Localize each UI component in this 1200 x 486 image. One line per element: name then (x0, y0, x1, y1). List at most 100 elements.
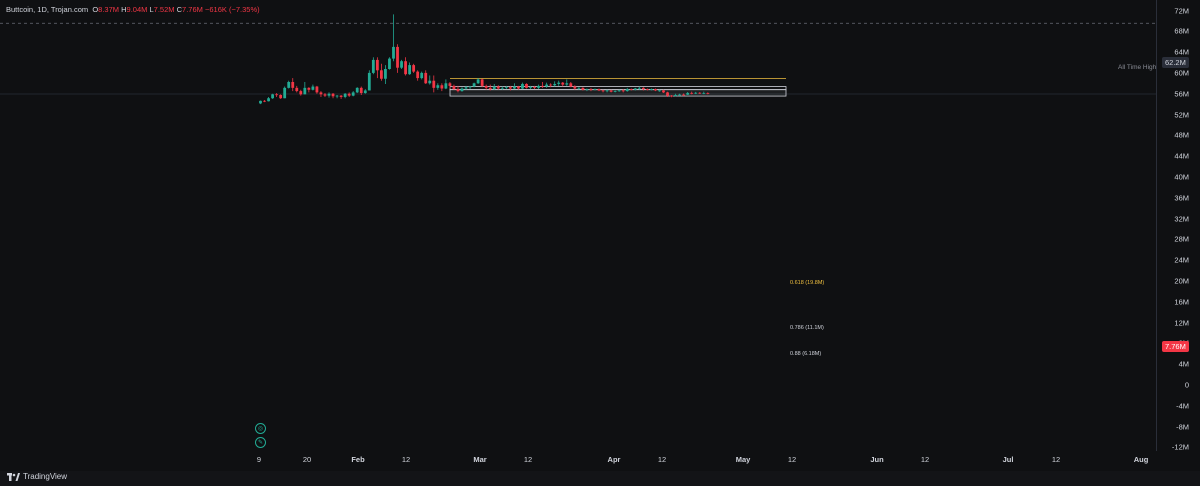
candle-body (456, 89, 460, 92)
candle-body (307, 87, 311, 90)
candle-body (573, 86, 577, 89)
candle-body (525, 83, 528, 88)
candle-body (396, 46, 399, 68)
time-tick-label: 12 (657, 455, 667, 464)
candle-body (654, 89, 657, 91)
candle-body (662, 90, 665, 93)
candle-body (371, 59, 375, 73)
candle-body (452, 85, 456, 90)
candle-body (436, 85, 440, 88)
candle-body (637, 87, 641, 89)
candle-body (283, 87, 287, 99)
candle-body (609, 90, 613, 92)
time-tick-label: Aug (1133, 455, 1149, 464)
price-chart[interactable] (0, 0, 1156, 451)
candle-body (331, 93, 335, 97)
candle-body (287, 82, 291, 88)
candle-body (327, 93, 331, 96)
candle-body (416, 71, 420, 79)
candle-body (335, 95, 339, 97)
candle-body (420, 72, 424, 79)
candle-body (621, 90, 625, 92)
candle-body (537, 85, 540, 88)
time-tick-label: Apr (607, 455, 621, 464)
price-tick-label: 64M (1174, 47, 1189, 57)
time-tick-label: 12 (1051, 455, 1061, 464)
time-tick-label: 9 (256, 455, 262, 464)
candle-body (629, 89, 633, 90)
candle-body (424, 72, 428, 84)
candle-body (496, 86, 500, 89)
candle-body (432, 80, 436, 88)
candle-body (299, 91, 303, 95)
candle-body (412, 65, 416, 72)
candle-body (674, 95, 677, 97)
candle-body (702, 93, 706, 94)
price-tick-label: -12M (1171, 442, 1189, 452)
fib-level-618-label: 0.618 (19.8M) (790, 280, 825, 286)
time-tick-label: 12 (401, 455, 411, 464)
price-tick-label: 56M (1174, 89, 1189, 99)
fib-786-band (449, 86, 787, 91)
candle-body (351, 92, 355, 96)
price-tick-label: 36M (1174, 193, 1189, 203)
candle-body (380, 70, 383, 79)
price-axis[interactable]: 72M 68M 64M 60M 56M 52M 48M 44M 40M 36M 32M 28M 24M 2… (1156, 0, 1200, 452)
tradingview-icon (7, 472, 20, 481)
candle-body (347, 93, 351, 96)
time-tick-label: Jun (870, 455, 884, 464)
candle-body (275, 94, 279, 96)
candle-body (585, 89, 589, 90)
candle-body (291, 82, 295, 88)
candle-body (593, 89, 597, 90)
pencil-icon[interactable]: ✎ (255, 437, 266, 448)
candle-body (367, 72, 371, 91)
candle-body (521, 83, 524, 89)
candle-body (533, 87, 536, 88)
footer-brand: TradingView (23, 472, 68, 481)
candle-body (355, 87, 359, 93)
candle-body (678, 94, 682, 96)
candle-body (267, 98, 270, 102)
candle-body (670, 95, 673, 97)
candle-body (541, 85, 544, 87)
candle-body (517, 86, 520, 89)
price-tick-label: 40M (1174, 172, 1189, 182)
candle-body (545, 84, 549, 87)
time-axis[interactable] (0, 451, 1200, 471)
candle-body (500, 87, 504, 89)
candle-body (617, 90, 621, 92)
candle-body (686, 92, 690, 95)
candle-body (271, 94, 274, 99)
last-price-tag: 7.76M (1162, 341, 1189, 352)
candle-body (375, 59, 379, 71)
candle-body (565, 83, 569, 85)
tradingview-logo[interactable]: TradingView (7, 472, 67, 481)
candle-body (650, 89, 653, 90)
price-tick-label: 4M (1178, 359, 1189, 369)
candle-body (444, 83, 448, 89)
candle-body (311, 86, 315, 90)
candle-body (549, 84, 553, 86)
candle-body (529, 87, 532, 88)
symbol-name[interactable]: Buttcoin, 1D, Trojan.com (6, 5, 89, 14)
candle-body (323, 94, 327, 96)
candle-body (388, 58, 391, 69)
candle-body (641, 87, 645, 90)
fib-level-88-label: 0.88 (6.18M) (790, 351, 822, 357)
candle-body (428, 80, 432, 84)
candle-body (464, 87, 468, 89)
price-tick-label: 52M (1174, 110, 1189, 119)
price-tick-label: 24M (1174, 255, 1189, 265)
price-tick-label: 16M (1174, 297, 1189, 307)
price-tick-label: 48M (1174, 130, 1189, 140)
candle-body (303, 87, 307, 95)
candle-body (279, 95, 283, 99)
footer-bar (0, 471, 1200, 486)
replay-icon[interactable]: ◎ (255, 423, 266, 434)
candle-body (448, 83, 452, 86)
time-tick-label: 12 (523, 455, 533, 464)
candle-body (682, 94, 686, 96)
candle-body (512, 86, 516, 89)
